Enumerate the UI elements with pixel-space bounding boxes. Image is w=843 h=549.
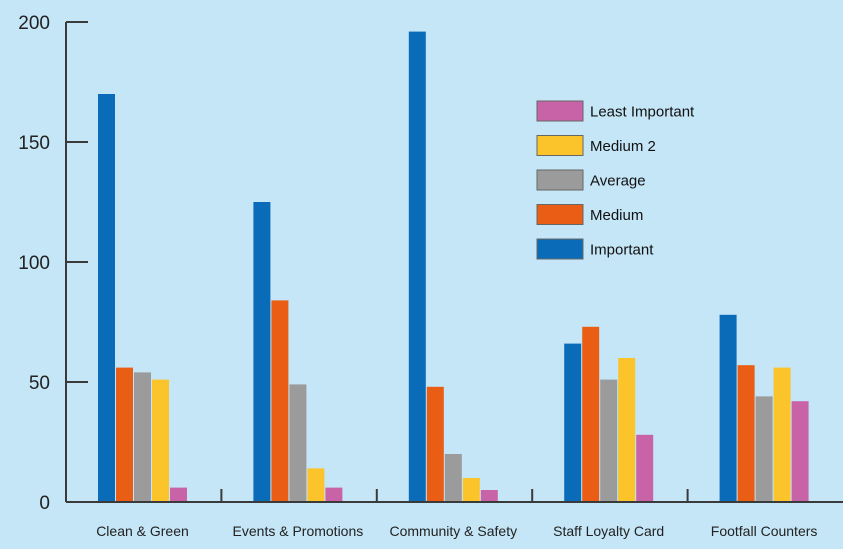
legend-label-medium-2: Medium 2 bbox=[590, 138, 656, 155]
legend-swatch-important bbox=[536, 238, 584, 260]
y-tick-label: 50 bbox=[29, 373, 50, 394]
bar-important bbox=[719, 314, 737, 501]
bar-average bbox=[600, 379, 618, 501]
bar-medium bbox=[271, 300, 289, 501]
bar-medium bbox=[116, 367, 133, 501]
legend-swatch-average bbox=[536, 169, 584, 191]
legend-swatch-medium bbox=[536, 204, 584, 225]
legend-label-average: Average bbox=[590, 173, 646, 190]
bars bbox=[98, 31, 809, 501]
legend-swatch-least-important bbox=[536, 100, 584, 122]
bar-least-important bbox=[325, 487, 343, 501]
legend-label-least-important: Least Important bbox=[590, 104, 695, 121]
x-category-label: Community & Safety bbox=[389, 523, 517, 539]
bar-least-important bbox=[791, 401, 809, 501]
category-labels: Clean & Green Events & Promotions Communit… bbox=[96, 523, 817, 539]
bar-medium bbox=[426, 386, 444, 501]
bar-important bbox=[564, 343, 582, 501]
legend-swatch-medium-2 bbox=[536, 135, 584, 156]
bar-medium-2 bbox=[152, 379, 169, 501]
y-tick-label: 0 bbox=[39, 493, 50, 514]
bar-medium bbox=[737, 365, 755, 501]
bar-least-important bbox=[170, 487, 187, 501]
bar-average bbox=[444, 454, 462, 501]
bar-least-important bbox=[480, 490, 498, 501]
x-category-label: Clean & Green bbox=[96, 523, 189, 539]
bar-medium-2 bbox=[618, 358, 636, 501]
bar-medium bbox=[582, 326, 600, 501]
y-tick-label: 100 bbox=[18, 253, 50, 274]
x-category-label: Events & Promotions bbox=[233, 523, 364, 539]
x-category-label: Footfall Counters bbox=[711, 523, 818, 539]
bar-average bbox=[755, 396, 773, 501]
bar-important bbox=[253, 202, 271, 501]
bar-average bbox=[134, 372, 151, 501]
bar-average bbox=[289, 384, 307, 501]
bar-medium-2 bbox=[773, 367, 791, 501]
y-tick-label: 150 bbox=[18, 133, 50, 154]
legend-label-medium: Medium bbox=[590, 207, 643, 224]
bar-important bbox=[408, 31, 426, 501]
x-category-label: Staff Loyalty Card bbox=[553, 523, 664, 539]
bar-least-important bbox=[636, 434, 654, 501]
bar-medium-2 bbox=[307, 468, 325, 501]
legend: Least Important Medium 2 Average Medium Impo… bbox=[536, 100, 695, 260]
y-tick-labels: 0 50 100 150 200 bbox=[18, 13, 50, 514]
y-tick-label: 200 bbox=[18, 13, 50, 34]
legend-label-important: Important bbox=[590, 242, 654, 259]
bar-important bbox=[98, 94, 115, 501]
axes bbox=[65, 21, 843, 503]
bar-medium-2 bbox=[462, 478, 480, 501]
